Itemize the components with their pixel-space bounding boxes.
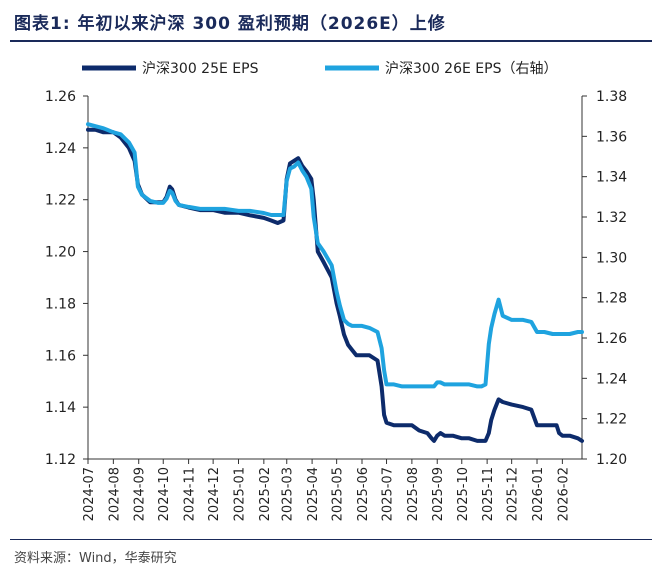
left-y-tick-label: 1.18	[45, 296, 76, 312]
right-y-tick-label: 1.36	[596, 129, 627, 145]
x-tick-label: 2025-01	[232, 467, 247, 521]
figure-title-bar: 图表1: 年初以来沪深 300 盈利预期（2026E）上修	[0, 0, 662, 42]
series-line-1	[86, 127, 584, 443]
x-tick-label: 2025-12	[506, 467, 521, 521]
x-tick-label: 2026-02	[556, 467, 571, 521]
eps-line-chart: 1.12 1.14 1.16 1.18 1.20 1.22 1.24 1.26 1.20 1.22…	[45, 61, 627, 521]
x-tick-label: 2025-11	[481, 467, 496, 521]
x-tick-label: 2025-05	[331, 467, 346, 521]
left-y-tick-label: 1.26	[45, 89, 76, 105]
series-line-2	[86, 122, 584, 389]
x-tick-label: 2024-11	[183, 467, 198, 521]
right-y-tick-label: 1.38	[596, 89, 627, 105]
x-tick-label: 2026-01	[531, 467, 546, 521]
x-tick-label: 2024-10	[157, 467, 172, 521]
left-y-tick-label: 1.20	[45, 245, 76, 261]
legend-label-2: 沪深300 26E EPS（右轴）	[385, 61, 557, 77]
right-y-tick-label: 1.22	[596, 412, 627, 428]
x-tick-label: 2025-08	[406, 467, 421, 521]
x-tick-label: 2025-04	[306, 467, 321, 521]
right-y-tick-label: 1.32	[596, 210, 627, 226]
figure-title: 图表1: 年初以来沪深 300 盈利预期（2026E）上修	[14, 14, 446, 34]
x-tick-label: 2025-06	[356, 467, 371, 521]
left-y-tick-label: 1.22	[45, 193, 76, 209]
left-y-tick-label: 1.14	[45, 400, 76, 416]
x-tick-label: 2024-07	[82, 467, 97, 521]
right-y-tick-label: 1.26	[596, 331, 627, 347]
x-tick-label: 2025-10	[456, 467, 471, 521]
x-tick-label: 2024-12	[207, 467, 222, 521]
left-y-tick-label: 1.16	[45, 348, 76, 364]
right-y-tick-label: 1.34	[596, 170, 627, 186]
title-divider	[10, 40, 652, 42]
source-divider	[10, 539, 652, 540]
right-y-tick-label: 1.30	[596, 250, 627, 266]
left-y-tick-label: 1.24	[45, 141, 76, 157]
x-tick-label: 2024-08	[107, 467, 122, 521]
right-y-tick-label: 1.24	[596, 371, 627, 387]
right-y-tick-label: 1.20	[596, 452, 627, 468]
x-tick-label: 2025-09	[431, 467, 446, 521]
x-tick-label: 2024-09	[133, 467, 148, 521]
right-y-tick-label: 1.28	[596, 291, 627, 307]
x-tick-label: 2025-07	[381, 467, 396, 521]
source-note: 资料来源：Wind，华泰研究	[14, 551, 177, 566]
x-tick-label: 2025-03	[281, 467, 296, 521]
left-y-tick-label: 1.12	[45, 452, 76, 468]
x-tick-label: 2025-02	[258, 467, 273, 521]
legend-label-1: 沪深300 25E EPS	[142, 61, 259, 77]
